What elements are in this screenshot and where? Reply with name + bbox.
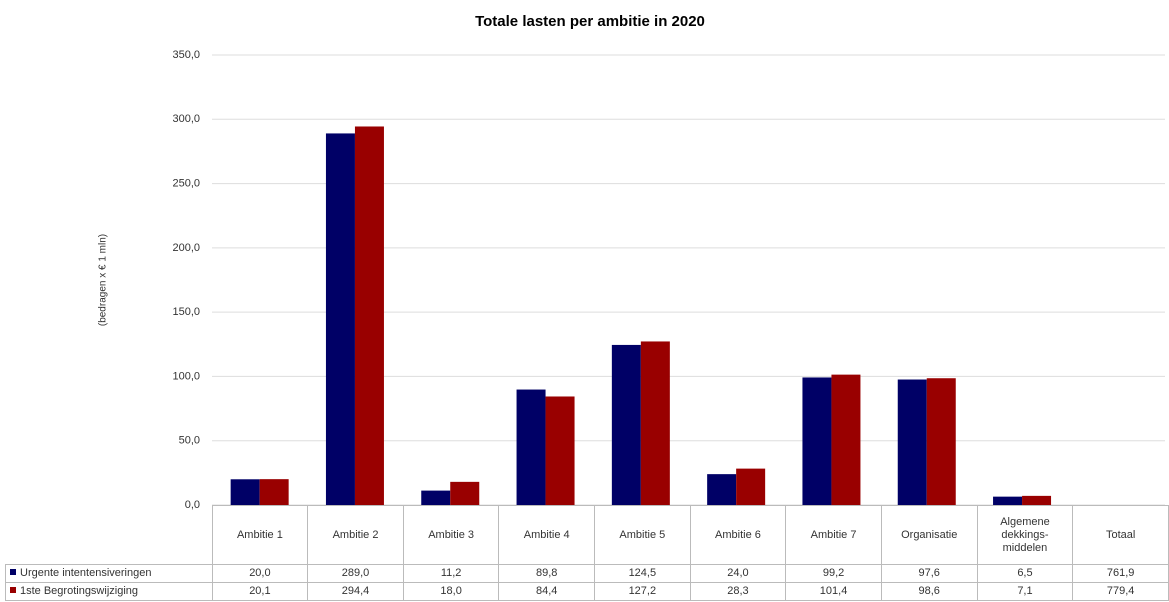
bar — [259, 479, 289, 505]
value-cell: 101,4 — [785, 582, 882, 601]
value-cell: 7,1 — [976, 582, 1074, 601]
value-cell: 6,5 — [976, 564, 1074, 583]
table-row: 1ste Begrotingswijziging 20,1 294,4 18,0 84,… — [5, 582, 1169, 601]
bar — [640, 341, 670, 505]
legend-label: 1ste Begrotingswijziging — [20, 585, 139, 597]
value-cell: 294,4 — [307, 582, 404, 601]
y-tick-label: 100,0 — [172, 370, 200, 382]
y-tick-label: 350,0 — [172, 49, 200, 61]
value-cell: 127,2 — [594, 582, 691, 601]
legend-entry: Urgente intentensiveringen — [5, 564, 213, 583]
total-cell: 761,9 — [1072, 564, 1169, 583]
bar — [707, 474, 737, 505]
legend-swatch — [10, 569, 16, 575]
bar — [421, 490, 451, 505]
bar — [230, 479, 260, 505]
value-cell: 24,0 — [689, 564, 787, 583]
bar — [993, 496, 1023, 505]
bar — [831, 374, 861, 505]
value-cell: 99,2 — [785, 564, 882, 583]
y-tick-label: 250,0 — [172, 177, 200, 189]
table-header-row: Ambitie 1 Ambitie 2 Ambitie 3 Ambitie 4 Ambi… — [5, 505, 1169, 565]
category-label: Algemene dekkings-middelen — [976, 505, 1074, 565]
bar — [545, 396, 575, 505]
bar — [736, 468, 766, 505]
category-label: Ambitie 3 — [402, 505, 500, 565]
chart-title: Totale lasten per ambitie in 2020 — [475, 13, 705, 30]
value-cell: 20,1 — [211, 582, 309, 601]
bar — [516, 389, 546, 505]
category-label: Ambitie 4 — [498, 505, 596, 565]
value-cell: 20,0 — [211, 564, 309, 583]
value-cell: 11,2 — [402, 564, 500, 583]
y-tick-label: 150,0 — [172, 306, 200, 318]
category-label: Ambitie 2 — [307, 505, 404, 565]
bar — [354, 126, 384, 505]
value-cell: 124,5 — [594, 564, 691, 583]
category-label: Ambitie 7 — [785, 505, 882, 565]
y-tick-label: 50,0 — [179, 435, 200, 447]
total-cell: 779,4 — [1072, 582, 1169, 601]
y-tick-label: 200,0 — [172, 242, 200, 254]
bar — [450, 481, 480, 505]
category-label: Ambitie 6 — [689, 505, 787, 565]
bar — [325, 133, 355, 505]
table-corner — [5, 505, 213, 565]
category-label: Organisatie — [880, 505, 978, 565]
y-tick-label: 300,0 — [172, 113, 200, 125]
category-label: Totaal — [1072, 505, 1169, 565]
value-cell: 89,8 — [498, 564, 596, 583]
value-cell: 18,0 — [402, 582, 500, 601]
legend-swatch — [10, 587, 16, 593]
bar — [802, 377, 832, 505]
category-label: Ambitie 1 — [211, 505, 309, 565]
table-row: Urgente intentensiveringen 20,0 289,0 11,2 8… — [5, 564, 1169, 583]
data-table: Ambitie 1 Ambitie 2 Ambitie 3 Ambitie 4 Ambi… — [5, 505, 1169, 601]
value-cell: 84,4 — [498, 582, 596, 601]
bar — [897, 379, 927, 505]
bar — [926, 378, 956, 505]
y-axis-label: (bedragen x € 1 mln) — [98, 234, 109, 326]
bar — [1022, 495, 1052, 505]
legend-label: Urgente intentensiveringen — [20, 567, 152, 579]
value-cell: 98,6 — [880, 582, 978, 601]
value-cell: 289,0 — [307, 564, 404, 583]
value-cell: 97,6 — [880, 564, 978, 583]
value-cell: 28,3 — [689, 582, 787, 601]
category-label: Ambitie 5 — [594, 505, 691, 565]
bar — [611, 344, 641, 505]
legend-entry: 1ste Begrotingswijziging — [5, 582, 213, 601]
